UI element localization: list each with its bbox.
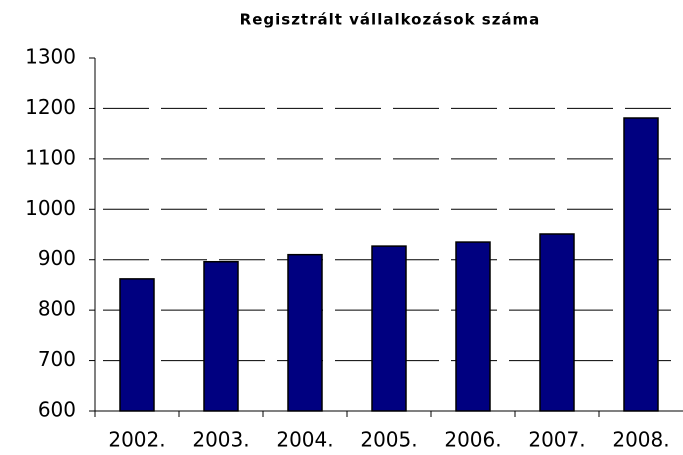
x-tick-label: 2003. <box>192 428 249 452</box>
y-tick-label: 1100 <box>25 145 76 169</box>
bar <box>371 245 407 412</box>
x-tick-label: 2002. <box>108 428 165 452</box>
y-tick-label: 900 <box>38 246 76 270</box>
bar <box>119 278 155 412</box>
y-tick-label: 1200 <box>25 95 76 119</box>
x-tick-label: 2007. <box>528 428 585 452</box>
x-tick-label: 2005. <box>360 428 417 452</box>
chart-title: Regisztrált vállalkozások száma <box>240 11 541 29</box>
y-tick-label: 1000 <box>25 196 76 220</box>
bar <box>539 233 575 412</box>
x-tick-label: 2006. <box>444 428 501 452</box>
y-tick-label: 600 <box>38 398 76 422</box>
x-tick-label: 2008. <box>612 428 669 452</box>
y-tick-label: 1300 <box>25 45 76 69</box>
bar <box>203 260 239 412</box>
bar <box>623 117 659 412</box>
x-tick-label: 2004. <box>276 428 333 452</box>
y-tick-label: 800 <box>38 297 76 321</box>
y-tick-label: 700 <box>38 347 76 371</box>
bar <box>455 241 491 412</box>
bar <box>287 253 323 412</box>
